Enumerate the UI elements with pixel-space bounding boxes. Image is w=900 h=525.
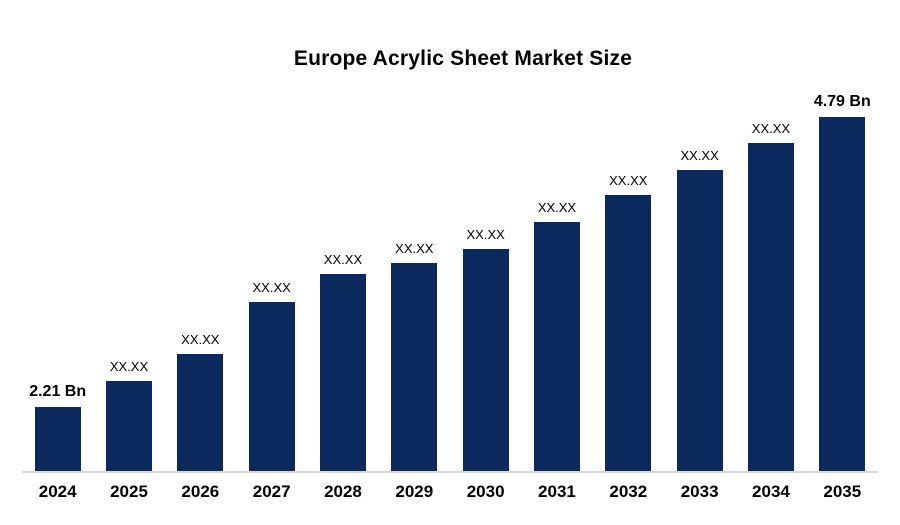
x-axis-label-2032: 2032 (609, 482, 648, 501)
bar-value-label-2025: XX.XX (109, 358, 149, 374)
bar-value-label-2032: XX.XX (609, 172, 648, 188)
bar-2024 (34, 407, 81, 472)
x-axis-label-2025: 2025 (110, 482, 148, 501)
bar-column-2030: XX.XX (450, 226, 521, 472)
bar-column-2033: XX.XX (664, 147, 735, 472)
x-axis-label-2035: 2035 (823, 482, 862, 501)
bar-2030 (462, 249, 509, 472)
bar-column-2025: XX.XX (93, 358, 164, 472)
bar-2026 (177, 354, 224, 472)
x-axis-label-2027: 2027 (252, 482, 291, 501)
chart-title: Europe Acrylic Sheet Market Size (293, 47, 633, 70)
x-axis-label-2031: 2031 (538, 482, 576, 501)
bar-value-label-2024: 2.21 Bn (29, 383, 87, 401)
bar-column-2029: XX.XX (379, 240, 450, 472)
bar-2025 (105, 381, 152, 472)
bar-column-2035: 4.79 Bn (807, 93, 878, 472)
x-axis-label-2034: 2034 (752, 482, 790, 501)
x-axis-label-2030: 2030 (466, 482, 505, 501)
x-axis-label-2033: 2033 (680, 482, 719, 501)
bar-value-label-2030: XX.XX (466, 226, 505, 242)
x-axis-label-2029: 2029 (395, 482, 434, 501)
bar-2033 (676, 170, 723, 472)
x-axis-line (22, 471, 878, 473)
bar-2028 (319, 274, 366, 472)
bar-column-2027: XX.XX (236, 279, 307, 472)
bar-column-2024: 2.21 Bn (22, 383, 93, 472)
bar-column-2032: XX.XX (593, 172, 664, 472)
x-axis-label-2026: 2026 (181, 482, 220, 501)
bar-column-2031: XX.XX (521, 199, 592, 472)
x-axis-label-2024: 2024 (38, 482, 77, 501)
x-axis-label-2028: 2028 (324, 482, 362, 501)
bar-2029 (391, 263, 438, 472)
bar-value-label-2026: XX.XX (181, 331, 220, 347)
bar-value-label-2027: XX.XX (252, 279, 291, 295)
bar-column-2034: XX.XX (735, 120, 806, 472)
bar-2032 (605, 195, 652, 472)
bar-column-2028: XX.XX (307, 251, 378, 472)
bar-value-label-2035: 4.79 Bn (813, 93, 871, 111)
bar-2034 (747, 143, 794, 472)
x-axis-labels: 2024 2025 2026 2027 2028 2029 2030 2031 2032 2033… (22, 482, 878, 502)
bar-2031 (533, 222, 580, 472)
bar-value-label-2033: XX.XX (680, 147, 719, 163)
bar-value-label-2034: XX.XX (751, 120, 791, 136)
bar-column-2026: XX.XX (165, 331, 236, 472)
bar-2035 (819, 117, 866, 472)
bar-value-label-2029: XX.XX (395, 240, 434, 256)
bars-row: 2.21 Bn XX.XX XX.XX XX.XX XX.XX XX.XX XX.XX XX.… (22, 93, 878, 472)
bar-2027 (248, 302, 295, 472)
bar-value-label-2031: XX.XX (537, 199, 577, 215)
bar-value-label-2028: XX.XX (323, 251, 363, 267)
